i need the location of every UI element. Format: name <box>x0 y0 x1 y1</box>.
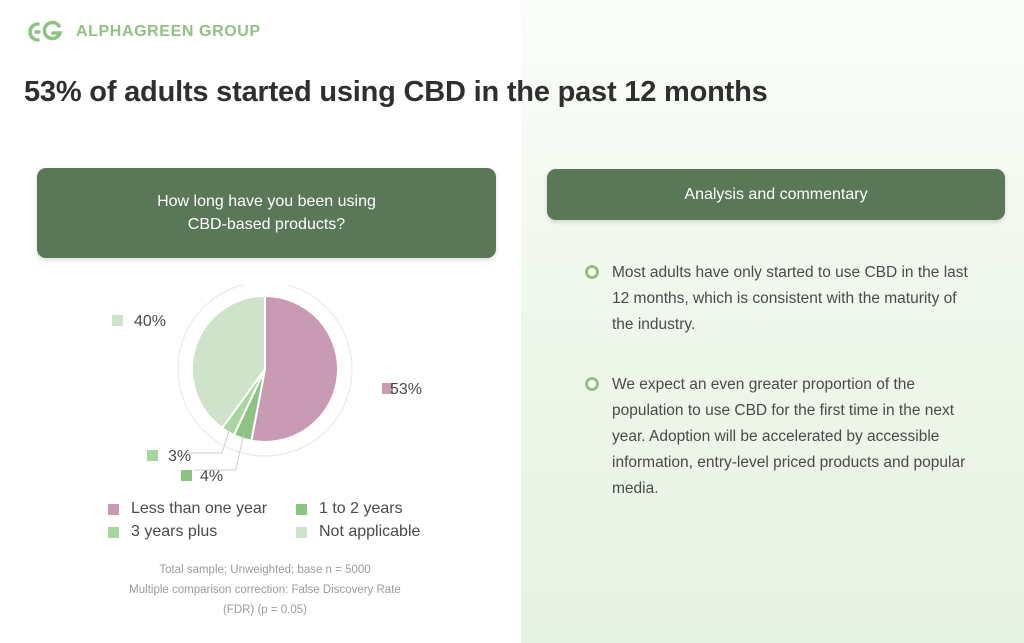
legend-item-not-applicable: Not applicable <box>296 523 456 541</box>
legend-item-less-than-one-year: Less than one year <box>108 500 296 518</box>
brand-name: ALPHAGREEN GROUP <box>76 23 261 40</box>
legend-swatch <box>296 503 307 515</box>
question-line-1: How long have you been using <box>157 193 376 210</box>
slice-label-swatch <box>181 470 192 481</box>
commentary-item: We expect an even greater proportion of … <box>585 372 975 502</box>
legend-label: Not applicable <box>319 523 421 540</box>
chart-legend: Less than one year 1 to 2 years 3 years … <box>108 500 468 541</box>
slice-label-swatch <box>147 450 158 461</box>
legend-swatch <box>296 526 307 538</box>
leader-line <box>186 428 231 454</box>
ag-monogram-icon <box>28 20 63 42</box>
slice-label-not-applicable: 40% <box>134 313 166 330</box>
legend-item-3-years-plus: 3 years plus <box>108 523 296 541</box>
pie-slice-not-applicable <box>191 294 266 430</box>
slice-label-3-years-plus: 3% <box>168 448 191 465</box>
commentary-list: Most adults have only started to use CBD… <box>585 260 975 536</box>
analysis-title: Analysis and commentary <box>684 186 868 203</box>
commentary-text: We expect an even greater proportion of … <box>612 376 966 497</box>
legend-label: Less than one year <box>131 500 268 517</box>
slice-label-1-to-2-years: 4% <box>200 468 223 485</box>
ring-bullet-icon <box>585 377 599 391</box>
note-line: Total sample; Unweighted; base n = 5000 <box>159 564 371 576</box>
slice-label-less-than-one-year: 53% <box>390 381 422 398</box>
note-line: (FDR) (p = 0.05) <box>222 604 308 616</box>
legend-label: 3 years plus <box>131 523 218 540</box>
commentary-panel-background <box>521 0 1024 643</box>
legend-label: 1 to 2 years <box>319 500 403 517</box>
pie-outer-ring <box>177 285 353 457</box>
legend-swatch <box>108 503 119 515</box>
leader-line <box>194 434 245 471</box>
commentary-item: Most adults have only started to use CBD… <box>585 260 975 338</box>
slice-label-swatch <box>382 383 393 394</box>
legend-swatch <box>108 526 119 538</box>
legend-item-1-to-2-years: 1 to 2 years <box>296 500 456 518</box>
commentary-text: Most adults have only started to use CBD… <box>612 264 968 333</box>
ring-bullet-icon <box>585 265 599 279</box>
slice-label-swatch <box>112 315 123 326</box>
note-line: Multiple comparison correction: False Di… <box>129 584 401 596</box>
pie-slice-less-than-one-year <box>250 294 339 443</box>
sample-notes: Total sample; Unweighted; base n = 5000 … <box>100 560 430 620</box>
question-line-2: CBD-based products? <box>187 216 346 233</box>
page-title: 53% of adults started using CBD in the p… <box>24 76 768 108</box>
brand: ALPHAGREEN GROUP <box>24 18 261 46</box>
analysis-header: Analysis and commentary <box>547 169 1005 220</box>
pie-chart: 53% 4% 3% 40% <box>112 285 422 485</box>
question-header: How long have you been using CBD-based p… <box>37 168 496 258</box>
